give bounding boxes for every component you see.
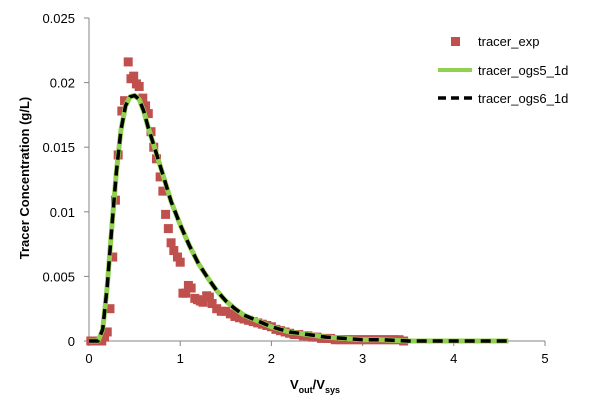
data-point-tracer-exp — [234, 313, 244, 323]
data-point-tracer-exp — [105, 304, 115, 314]
x-tick-label: 1 — [177, 351, 184, 366]
x-axis-title-main: V — [290, 377, 299, 392]
y-tick-label: 0.025 — [42, 11, 75, 26]
x-tick-label: 3 — [359, 351, 366, 366]
data-point-tracer-exp — [100, 332, 110, 342]
data-point-tracer-exp — [198, 297, 208, 307]
data-point-tracer-exp — [138, 93, 148, 103]
x-axis-title-slash: /V — [313, 377, 326, 392]
data-point-tracer-exp — [143, 109, 153, 119]
data-point-tracer-exp — [175, 257, 185, 267]
data-point-tracer-exp — [108, 252, 118, 262]
y-tick-label: 0.005 — [42, 269, 75, 284]
y-axis-title: Tracer Concentration (g/L) — [17, 97, 32, 260]
data-point-tracer-exp — [230, 311, 240, 321]
plot-area: 0 1 2 3 4 5 0 0.005 0.01 0.015 0.02 0.025 — [42, 11, 548, 366]
data-point-tracer-exp — [117, 106, 127, 116]
series-layer — [86, 57, 509, 346]
y-tick-label: 0.01 — [50, 205, 75, 220]
x-tick-label: 0 — [85, 351, 92, 366]
x-tick-label: 4 — [450, 351, 457, 366]
data-point-tracer-exp — [129, 71, 139, 81]
y-ticks: 0 0.005 0.01 0.015 0.02 0.025 — [42, 11, 89, 349]
x-ticks: 0 1 2 3 4 5 — [85, 341, 549, 366]
x-axis-title: Vout/Vsys — [290, 377, 340, 395]
data-point-tracer-exp — [166, 238, 176, 248]
data-point-tracer-exp — [212, 304, 222, 314]
data-point-tracer-exp — [158, 186, 168, 196]
data-point-tracer-exp — [181, 288, 191, 298]
series-line-tracer-ogs6-1d — [89, 93, 509, 343]
data-point-tracer-exp — [204, 292, 214, 302]
x-tick-label: 5 — [541, 351, 548, 366]
data-point-tracer-exp — [239, 314, 249, 324]
legend-label-tracer-ogs6: tracer_ogs6_1d — [478, 91, 568, 106]
legend-label-tracer-ogs5: tracer_ogs5_1d — [478, 63, 568, 78]
legend-label-tracer-exp: tracer_exp — [478, 34, 539, 49]
data-point-tracer-exp — [207, 299, 217, 309]
data-point-tracer-exp — [155, 172, 165, 182]
y-tick-label: 0.015 — [42, 140, 75, 155]
data-point-tracer-exp — [141, 101, 151, 111]
data-point-tracer-exp — [134, 81, 144, 91]
data-point-tracer-exp — [169, 246, 179, 256]
legend: tracer_exp tracer_ogs5_1d tracer_ogs6_1d — [438, 34, 568, 106]
data-point-tracer-exp — [244, 315, 254, 325]
x-axis-title-sub-sys: sys — [325, 385, 340, 395]
data-point-tracer-exp — [161, 209, 171, 219]
data-point-tracer-exp — [172, 252, 182, 262]
data-point-tracer-exp — [102, 327, 112, 337]
data-point-tracer-exp — [221, 306, 231, 316]
y-tick-label: 0.02 — [50, 76, 75, 91]
data-point-tracer-exp — [216, 306, 226, 316]
data-point-tracer-exp — [186, 283, 196, 293]
data-point-tracer-exp — [163, 224, 173, 234]
data-point-tracer-exp — [123, 57, 133, 67]
data-point-tracer-exp — [120, 96, 130, 106]
series-tracer-exp — [86, 57, 409, 346]
x-tick-label: 2 — [268, 351, 275, 366]
series-line-tracer-ogs5-1d — [89, 93, 509, 344]
legend-marker-tracer-exp — [451, 37, 460, 46]
data-point-tracer-exp — [225, 309, 235, 319]
x-axis-title-sub-out: out — [299, 385, 313, 395]
y-tick-label: 0 — [68, 334, 75, 349]
